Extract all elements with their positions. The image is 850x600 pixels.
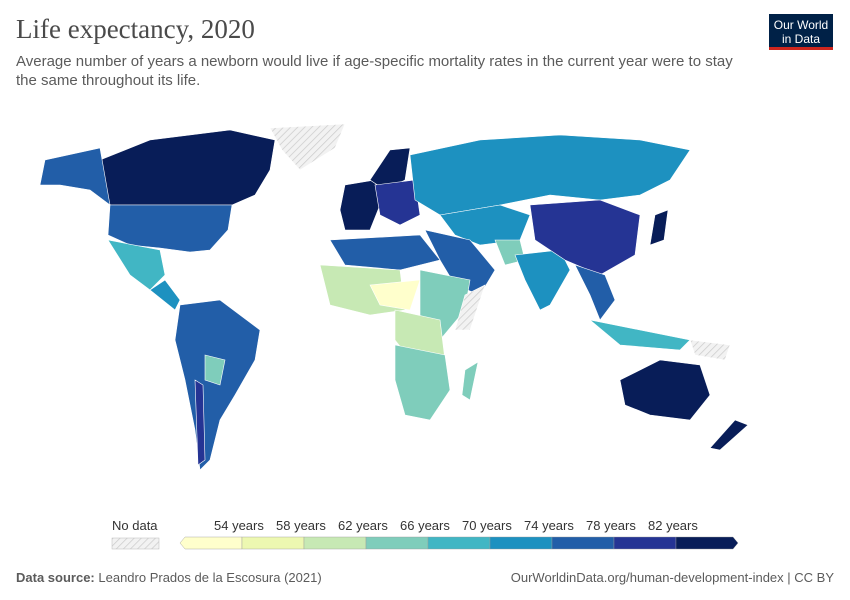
footer-link[interactable]: OurWorldinData.org/human-development-ind…: [510, 570, 834, 585]
legend-tick-label: 58 years: [276, 518, 326, 533]
legend-bin[interactable]: [613, 536, 677, 550]
legend-tick-label: 54 years: [214, 518, 264, 533]
country-russia[interactable]: [409, 134, 691, 216]
page-title: Life expectancy, 2020: [16, 14, 255, 44]
legend-bin[interactable]: [675, 536, 739, 550]
region-western-europe[interactable]: [339, 179, 381, 231]
region-southern-africa[interactable]: [394, 344, 451, 421]
legend-no-data-swatch: [111, 537, 160, 550]
region-north-africa[interactable]: [329, 234, 441, 271]
country-india[interactable]: [514, 249, 571, 311]
country-usa[interactable]: [107, 204, 233, 253]
subtitle: Average number of years a newborn would …: [16, 53, 733, 89]
data-source: Data source: Leandro Prados de la Escosu…: [16, 570, 322, 585]
legend-bin[interactable]: [427, 536, 491, 550]
country-canada[interactable]: [99, 129, 276, 206]
legend-bin[interactable]: [241, 536, 305, 550]
country-mexico[interactable]: [107, 239, 166, 291]
country-madagascar[interactable]: [461, 361, 479, 401]
owid-logo[interactable]: Our World in Data: [769, 14, 833, 50]
region-central-america[interactable]: [149, 279, 181, 311]
legend-tick-label: 66 years: [400, 518, 450, 533]
legend-bin[interactable]: [365, 536, 429, 550]
legend-tick-label: 62 years: [338, 518, 388, 533]
region-indonesia[interactable]: [589, 319, 691, 351]
source-label: Data source:: [16, 570, 95, 585]
country-australia[interactable]: [619, 359, 711, 421]
region-eastern-europe[interactable]: [374, 179, 421, 226]
legend-tick-label: 70 years: [462, 518, 512, 533]
country-china[interactable]: [529, 199, 641, 276]
legend: [111, 536, 739, 550]
region-south-america[interactable]: [174, 299, 261, 471]
legend-tick-label: 74 years: [524, 518, 574, 533]
legend-bin[interactable]: [179, 536, 243, 550]
region-sahel[interactable]: [369, 279, 421, 311]
legend-bin[interactable]: [303, 536, 367, 550]
legend-bin[interactable]: [489, 536, 553, 550]
source-text[interactable]: Leandro Prados de la Escosura (2021): [98, 570, 322, 585]
country-somalia[interactable]: [454, 284, 486, 331]
country-japan[interactable]: [649, 209, 669, 246]
legend-tick-label: 78 years: [586, 518, 636, 533]
country-new-zealand[interactable]: [709, 419, 749, 451]
legend-no-data-label: No data: [112, 518, 158, 533]
country-alaska[interactable]: [39, 147, 111, 206]
country-greenland[interactable]: [269, 123, 346, 171]
country-chile[interactable]: [194, 379, 206, 466]
country-bolivia[interactable]: [204, 354, 226, 386]
legend-bin[interactable]: [551, 536, 615, 550]
legend-tick-label: 82 years: [648, 518, 698, 533]
country-png[interactable]: [689, 339, 731, 361]
region-southeast-asia[interactable]: [574, 264, 616, 321]
